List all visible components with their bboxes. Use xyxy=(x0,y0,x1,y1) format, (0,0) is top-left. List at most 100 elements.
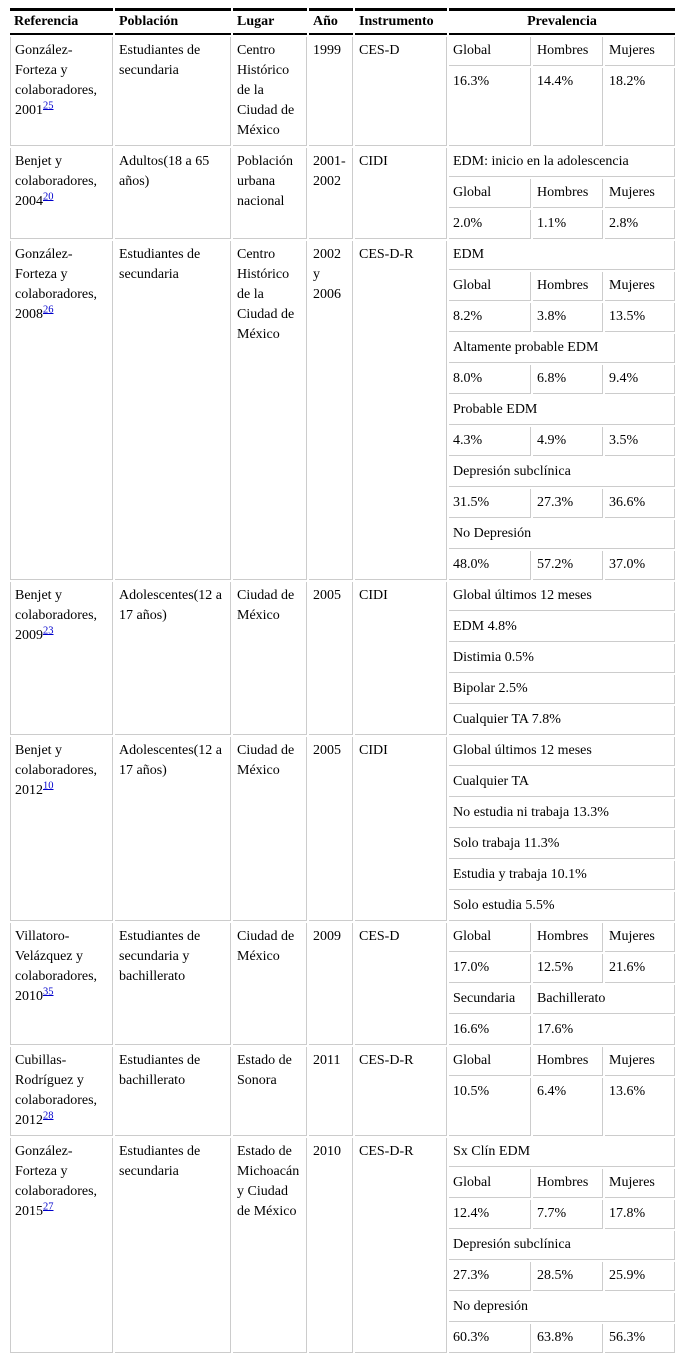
place-cell: Ciudad de México xyxy=(233,737,307,921)
table-row: No estudia ni trabaja 13.3% xyxy=(10,799,675,828)
table-row: Secundaria Bachillerato xyxy=(10,985,675,1014)
table-row: González-Forteza y colaboradores, 200125… xyxy=(10,37,675,146)
table-row: Cualquier TA 7.8% xyxy=(10,706,675,735)
table-row: Solo estudia 5.5% xyxy=(10,892,675,921)
prevalence-cell: 3.8% xyxy=(533,303,603,332)
prevalence-cell: Global últimos 12 meses xyxy=(449,737,675,766)
year-cell: 2009 xyxy=(309,923,353,1045)
table-row: 31.5% 27.3% 36.6% xyxy=(10,489,675,518)
place-cell: Población urbana nacional xyxy=(233,148,307,239)
instrument-cell: CES-D-R xyxy=(355,1138,447,1353)
col-header-anio: Año xyxy=(309,8,353,35)
place-cell: Ciudad de México xyxy=(233,582,307,735)
prevalence-cell: No Depresión xyxy=(449,520,675,549)
prevalence-cell: 6.4% xyxy=(533,1078,603,1136)
prevalence-cell: Altamente probable EDM xyxy=(449,334,675,363)
population-cell: Estudiantes de bachillerato xyxy=(115,1047,231,1136)
col-header-poblacion: Población xyxy=(115,8,231,35)
place-cell: Estado de Michoacán y Ciudad de México xyxy=(233,1138,307,1353)
prevalence-cell: 17.6% xyxy=(533,1016,675,1045)
population-cell: Estudiantes de secundaria y bachillerato xyxy=(115,923,231,1045)
prevalence-cell: 18.2% xyxy=(605,68,675,146)
prevalence-cell: 63.8% xyxy=(533,1324,603,1353)
prevalence-cell: 17.0% xyxy=(449,954,531,983)
table-row: 8.0% 6.8% 9.4% xyxy=(10,365,675,394)
citation-superscript: 20 xyxy=(43,191,54,203)
prevalence-cell: No depresión xyxy=(449,1293,675,1322)
table-row: Benjet y colaboradores, 200923 Adolescent… xyxy=(10,582,675,735)
prevalence-cell: Global xyxy=(449,1169,531,1198)
prevalence-cell: 12.5% xyxy=(533,954,603,983)
prevalence-cell: Bipolar 2.5% xyxy=(449,675,675,704)
prevalence-cell: Hombres xyxy=(533,1169,603,1198)
prevalence-cell: 31.5% xyxy=(449,489,531,518)
citation-link[interactable]: 23 xyxy=(43,625,54,637)
citation-superscript: 28 xyxy=(43,1110,54,1122)
table-row: 27.3% 28.5% 25.9% xyxy=(10,1262,675,1291)
reference-cell: González-Forteza y colaboradores, 200125 xyxy=(10,37,113,146)
instrument-cell: CES-D-R xyxy=(355,241,447,580)
reference-cell: González-Forteza y colaboradores, 201527 xyxy=(10,1138,113,1353)
citation-link[interactable]: 28 xyxy=(43,1110,54,1122)
instrument-cell: CES-D xyxy=(355,37,447,146)
prevalence-cell: EDM 4.8% xyxy=(449,613,675,642)
prevalence-cell: 21.6% xyxy=(605,954,675,983)
population-cell: Estudiantes de secundaria xyxy=(115,1138,231,1353)
population-cell: Estudiantes de secundaria xyxy=(115,241,231,580)
prevalence-cell: 16.6% xyxy=(449,1016,531,1045)
population-cell: Adultos(18 a 65 años) xyxy=(115,148,231,239)
reference-cell: Benjet y colaboradores, 200923 xyxy=(10,582,113,735)
table-row: 4.3% 4.9% 3.5% xyxy=(10,427,675,456)
prevalence-cell: 4.9% xyxy=(533,427,603,456)
prevalence-cell: Sx Clín EDM xyxy=(449,1138,675,1167)
prevalence-cell: Hombres xyxy=(533,1047,603,1076)
prevalence-cell: 16.3% xyxy=(449,68,531,146)
table-row: Depresión subclínica xyxy=(10,1231,675,1260)
table-header: Referencia Población Lugar Año Instrumen… xyxy=(10,8,675,35)
instrument-cell: CES-D-R xyxy=(355,1047,447,1136)
year-cell: 2005 xyxy=(309,737,353,921)
prevalence-cell: 6.8% xyxy=(533,365,603,394)
prevalence-cell: Hombres xyxy=(533,179,603,208)
citation-link[interactable]: 20 xyxy=(43,191,54,203)
prevalence-cell: Mujeres xyxy=(605,1169,675,1198)
place-cell: Centro Histórico de la Ciudad de México xyxy=(233,241,307,580)
prevalence-cell: 1.1% xyxy=(533,210,603,239)
citation-link[interactable]: 10 xyxy=(43,780,54,792)
prevalence-cell: Secundaria xyxy=(449,985,531,1014)
prevalence-cell: Hombres xyxy=(533,923,603,952)
prevalence-cell: 10.5% xyxy=(449,1078,531,1136)
prevalence-cell: 13.5% xyxy=(605,303,675,332)
population-cell: Adolescentes(12 a 17 años) xyxy=(115,737,231,921)
prevalence-studies-table: Referencia Población Lugar Año Instrumen… xyxy=(8,6,677,1355)
col-header-prevalencia: Prevalencia xyxy=(449,8,675,35)
prevalence-cell: 60.3% xyxy=(449,1324,531,1353)
citation-link[interactable]: 25 xyxy=(43,100,54,112)
prevalence-cell: 8.0% xyxy=(449,365,531,394)
prevalence-cell: 48.0% xyxy=(449,551,531,580)
place-cell: Ciudad de México xyxy=(233,923,307,1045)
reference-cell: González-Forteza y colaboradores, 200826 xyxy=(10,241,113,580)
table-row: Probable EDM xyxy=(10,396,675,425)
table-row: Global Hombres Mujeres xyxy=(10,179,675,208)
prevalence-cell: Depresión subclínica xyxy=(449,458,675,487)
prevalence-cell: 37.0% xyxy=(605,551,675,580)
citation-link[interactable]: 26 xyxy=(43,304,54,316)
citation-superscript: 10 xyxy=(43,780,54,792)
table-row: Global Hombres Mujeres xyxy=(10,1169,675,1198)
prevalence-cell: EDM xyxy=(449,241,675,270)
year-cell: 2005 xyxy=(309,582,353,735)
citation-superscript: 25 xyxy=(43,100,54,112)
citation-link[interactable]: 27 xyxy=(43,1201,54,1213)
citation-link[interactable]: 35 xyxy=(43,986,54,998)
prevalence-cell: Bachillerato xyxy=(533,985,675,1014)
table-row: 12.4% 7.7% 17.8% xyxy=(10,1200,675,1229)
prevalence-cell: 13.6% xyxy=(605,1078,675,1136)
prevalence-cell: 17.8% xyxy=(605,1200,675,1229)
table-row: Global Hombres Mujeres xyxy=(10,272,675,301)
prevalence-cell: 8.2% xyxy=(449,303,531,332)
population-cell: Estudiantes de secundaria xyxy=(115,37,231,146)
table-row: No Depresión xyxy=(10,520,675,549)
table-row: Bipolar 2.5% xyxy=(10,675,675,704)
table-body: González-Forteza y colaboradores, 200125… xyxy=(10,37,675,1353)
